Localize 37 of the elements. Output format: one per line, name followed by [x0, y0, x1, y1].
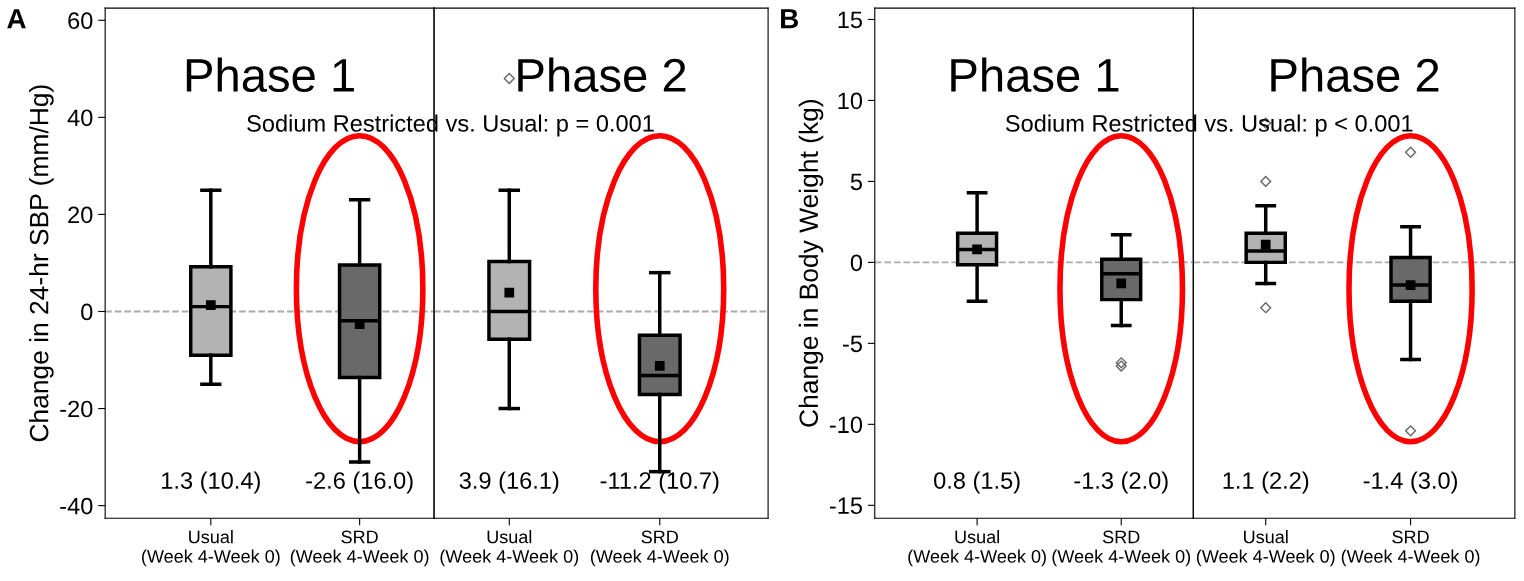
- y-axis-title: Change in 24-hr SBP (mm/Hg): [29, 85, 54, 442]
- text: A: [7, 9, 26, 29]
- annotation: -1.3 (2.0): [1074, 471, 1168, 494]
- y-tick-label: 10: [838, 92, 863, 110]
- annotation: -2.6 (16.0): [306, 471, 413, 494]
- x-tick-label: SRD (Week 4-Week 0): [590, 530, 729, 567]
- text: Phase 2: [1271, 57, 1439, 93]
- y-tick-label: -40: [60, 497, 93, 515]
- y-tick-label: 20: [68, 206, 93, 224]
- x-tick-label: Usual (Week 4-Week 0): [142, 530, 280, 567]
- x-tick-label: Usual (Week 4-Week 0): [440, 530, 579, 567]
- x-tick-label: Usual (Week 4-Week 0): [1196, 530, 1335, 567]
- annotation: 3.9 (16.1): [459, 471, 559, 494]
- y-tick-label: 15: [838, 11, 862, 29]
- annotation: 1.3 (10.4): [162, 471, 260, 494]
- text: B: [781, 9, 799, 29]
- text: Phase 1: [951, 57, 1119, 93]
- x-tick-label: SRD (Week 4-Week 0): [1052, 530, 1191, 567]
- annotation: 0.8 (1.5): [934, 471, 1020, 494]
- x-tick-label: Usual (Week 4-Week 0): [908, 530, 1046, 567]
- y-tick-label: -20: [60, 400, 93, 418]
- text: Phase 1: [186, 57, 354, 93]
- y-tick-label: 60: [68, 12, 93, 30]
- y-tick-label: 0: [81, 303, 93, 321]
- x-tick-label: SRD (Week 4-Week 0): [1341, 530, 1480, 567]
- text: Phase 2: [518, 57, 686, 93]
- y-tick-label: 40: [67, 109, 93, 127]
- annotation: -11.2 (10.7): [600, 471, 719, 494]
- y-tick-label: -10: [829, 416, 863, 434]
- y-axis-title: Change in Body Weight (kg): [798, 100, 824, 427]
- annotation: 1.1 (2.2): [1223, 471, 1309, 494]
- x-tick-label: SRD (Week 4-Week 0): [290, 530, 429, 567]
- y-tick-label: -15: [829, 497, 862, 515]
- y-tick-label: 5: [850, 173, 862, 191]
- y-tick-label: 0: [850, 254, 863, 272]
- y-tick-label: -5: [843, 335, 862, 353]
- annotation: -1.4 (3.0): [1363, 471, 1457, 494]
